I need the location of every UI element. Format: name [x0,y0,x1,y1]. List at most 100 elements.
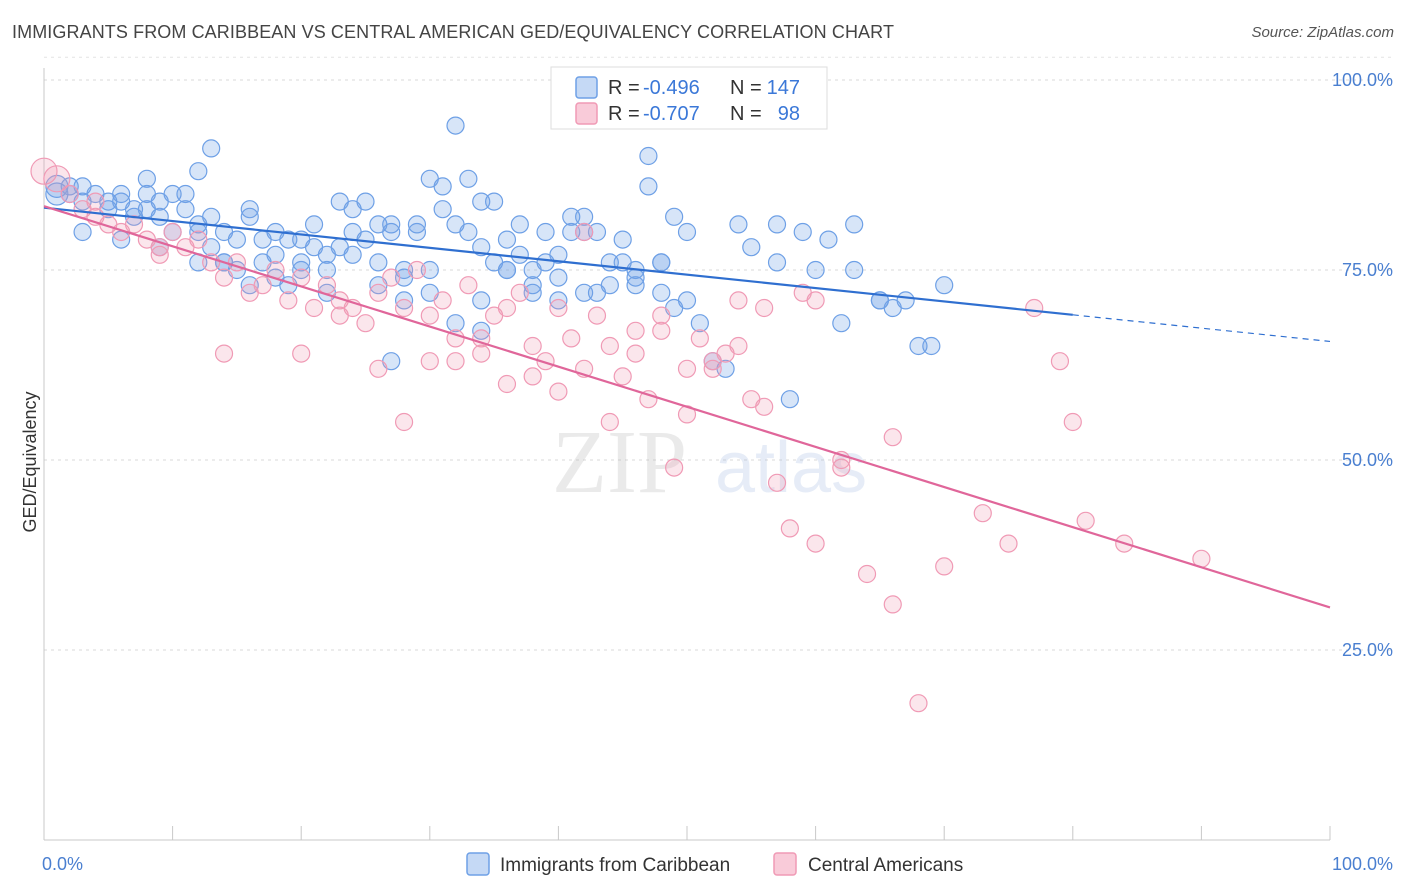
central-american-point [665,458,684,477]
central-american-point [549,382,568,401]
caribbean-point [304,215,324,234]
legend-r-value-blue: -0.496 [643,77,700,99]
central-american-point [1063,412,1082,432]
central-american-point [1025,298,1044,318]
caribbean-point [639,146,658,166]
caribbean-point [806,260,825,280]
central-american-point [369,359,388,378]
caribbean-point [356,192,375,211]
x-tick-label-max: 100.0% [1332,854,1393,874]
legend-r-label-blue: R = [608,77,640,99]
caribbean-point [459,169,478,188]
caribbean-point [832,314,851,333]
central-american-point [30,157,58,185]
y-tick-label-25: 25.0% [1342,640,1393,660]
caribbean-point [394,291,414,310]
caribbean-point [742,238,761,257]
series-legend-caribbean: Immigrants from Caribbean [500,855,730,876]
trend-lines [43,205,1331,609]
caribbean-point [382,215,401,234]
stats-legend: R = -0.496 N = 147 R = -0.707 N = 98 [550,66,828,130]
caribbean-point [420,260,439,280]
caribbean-point [909,336,928,356]
central-american-point [523,336,542,356]
central-american-point [600,336,619,356]
central-american-point [677,359,697,378]
caribbean-point [150,207,169,226]
central-american-point [755,397,774,416]
central-american-point [767,473,787,492]
caribbean-point [549,291,568,310]
central-american-point [909,694,928,713]
caribbean-point [626,276,645,295]
central-american-point [214,268,234,287]
central-american-point [459,276,478,295]
caribbean-point [767,253,787,272]
central-american-point [999,534,1018,553]
central-american-point [562,329,581,348]
caribbean-point [780,390,799,409]
watermark: ZIP atlas [552,413,867,512]
caribbean-point [202,139,221,158]
central-american-point [626,321,645,340]
watermark-zip: ZIP [552,413,687,512]
legend-n-value-blue: 147 [767,77,800,99]
caribbean-point [793,222,812,242]
caribbean-point [292,253,311,272]
central-american-point [394,412,414,432]
caribbean-point [382,222,401,242]
central-american-point [883,428,902,447]
series-legend-central-american: Central Americans [808,855,963,876]
caribbean-point [729,215,748,234]
caribbean-point [472,321,491,340]
central-american-point [420,306,439,325]
central-american-point [60,184,79,204]
central-american-point [703,359,722,378]
central-american-point [536,352,555,371]
central-american-point [806,534,825,553]
central-american-point [587,306,607,325]
central-american-point [600,412,619,432]
central-american-point [510,283,529,302]
central-american-point [86,192,105,211]
source-label: Source: ZipAtlas.com [1251,24,1394,41]
caribbean-point [279,230,298,249]
caribbean-point [343,245,362,264]
caribbean-point [407,215,427,234]
caribbean-point [767,215,787,234]
series-legend-swatch-caribbean [466,852,490,876]
central-american-point [304,298,324,318]
central-american-point [973,504,992,523]
caribbean-point [549,268,568,287]
central-american-point [369,283,388,302]
central-american-point [806,291,825,310]
caribbean-point [562,207,581,226]
series-legend: Immigrants from Caribbean Central Americ… [466,852,963,876]
caribbean-point [189,162,208,181]
x-ticks [43,826,1331,840]
caribbean-point [45,182,69,206]
central-american-point [935,557,954,576]
caribbean-point [112,184,131,204]
legend-swatch-blue [575,76,598,99]
central-american-point [626,344,645,363]
caribbean-point [240,200,259,219]
central-american-point [356,314,375,333]
series-caribbean-points [45,116,954,409]
central-american-point [755,298,774,318]
central-american-point [163,222,182,242]
legend-swatch-pink [575,102,598,125]
central-american-point [729,291,748,310]
x-tick-label-min: 0.0% [42,854,83,874]
central-american-point [497,374,517,394]
caribbean-point [935,276,954,295]
caribbean-point [845,260,864,280]
caribbean-point [176,200,195,219]
caribbean-point [497,230,517,249]
legend-n-label-blue: N = [730,77,762,99]
legend-n-value-pink: 98 [778,103,800,125]
y-tick-label-75: 75.0% [1342,260,1393,280]
caribbean-trend-line [43,206,1073,316]
caribbean-point [176,184,195,204]
caribbean-point [472,291,491,310]
